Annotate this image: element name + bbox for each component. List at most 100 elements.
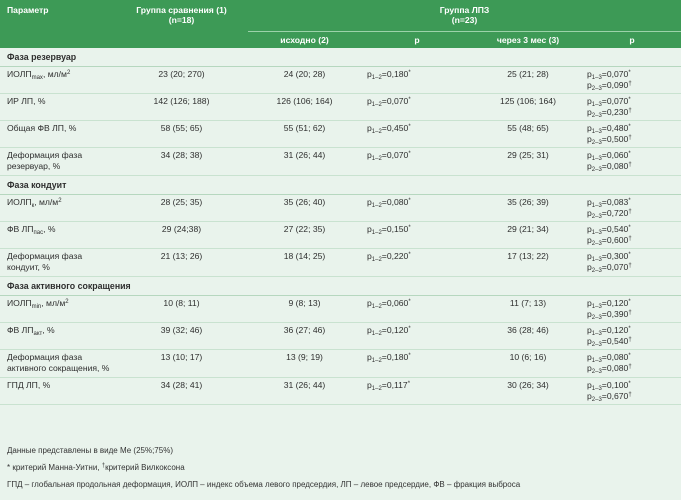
row-parameter-name: Деформация фаза кондуит, % [0,248,115,277]
header-p-after: p [583,31,681,48]
section-header-row: Фаза кондуит [0,175,681,195]
p-value-1-2: p1–2=0,070* [361,93,473,121]
p-1-3: p1–3=0,540* [587,224,631,236]
p-1-2: p1–2=0,120* [367,325,411,337]
row-parameter-name: ФВ ЛПпас, % [0,221,115,249]
table-row: ИР ЛП, % 142 (126; 188) 126 (106; 164) p1–2… [0,93,681,121]
row-parameter-name: ИР ЛП, % [0,93,115,121]
p-1-3: p1–3=0,120* [587,325,631,337]
p-values-after: p1–3=0,120* p2–3=0,390† [583,295,681,323]
value-compare-group: 21 (13; 26) [115,248,248,277]
p-value-1-2: p1–2=0,220* [361,248,473,277]
p-2-3: p2–3=0,080† [587,363,632,375]
value-after-3-months: 55 (48; 65) [473,120,583,148]
p-1-2: p1–2=0,070* [367,96,411,108]
value-compare-group: 10 (8; 11) [115,295,248,323]
row-parameter-name: ФВ ЛПакт, % [0,322,115,350]
note-criteria: * критерий Манна-Уитни, †критерий Вилкок… [7,463,185,472]
p-value-1-2: p1–2=0,117* [361,377,473,405]
p-1-3: p1–3=0,080* [587,352,631,364]
p-values-after: p1–3=0,080* p2–3=0,080† [583,349,681,378]
p-values-after: p1–3=0,540* p2–3=0,600† [583,221,681,249]
p-value-1-2: p1–2=0,180* [361,66,473,94]
header-compare-group: Группа сравнения (1) (n=18) [115,0,248,48]
row-parameter-name: Деформация фаза активного сокращения, % [0,349,115,378]
p-1-2: p1–2=0,450* [367,123,411,135]
value-after-3-months: 25 (21; 28) [473,66,583,94]
p-2-3: p2–3=0,720† [587,208,632,220]
table-row: Общая ФВ ЛП, % 58 (55; 65) 55 (51; 62) p1–2… [0,120,681,148]
value-compare-group: 34 (28; 41) [115,377,248,405]
value-compare-group: 142 (126; 188) [115,93,248,121]
table-notes: Данные представлены в виде Ме (25%;75%) … [7,442,520,493]
value-baseline: 31 (26; 44) [248,377,361,405]
table-row: Деформация фаза резервуар, % 34 (28; 38) 3… [0,147,681,176]
p-values-after: p1–3=0,070* p2–3=0,230† [583,93,681,121]
p-2-3: p2–3=0,670† [587,391,632,403]
p-values-after: p1–3=0,083* p2–3=0,720† [583,194,681,222]
p-values-after: p1–3=0,120* p2–3=0,540† [583,322,681,350]
p-value-1-2: p1–2=0,150* [361,221,473,249]
p-1-2: p1–2=0,220* [367,251,411,263]
p-2-3: p2–3=0,500† [587,134,632,146]
value-after-3-months: 11 (7; 13) [473,295,583,323]
row-parameter-name: ИОЛПmin, мл/м2 [0,295,115,323]
p-values-after: p1–3=0,480* p2–3=0,500† [583,120,681,148]
p-values-after: p1–3=0,070* p2–3=0,090† [583,66,681,94]
section-header-row: Фаза активного сокращения [0,276,681,296]
value-baseline: 13 (9; 19) [248,349,361,378]
value-after-3-months: 36 (28; 46) [473,322,583,350]
value-baseline: 31 (26; 44) [248,147,361,176]
section-title: Фаза активного сокращения [0,276,681,296]
p-values-after: p1–3=0,300* p2–3=0,070† [583,248,681,277]
p-values-after: p1–3=0,100* p2–3=0,670† [583,377,681,405]
p-1-2: p1–2=0,060* [367,298,411,310]
value-baseline: 36 (27; 46) [248,322,361,350]
value-after-3-months: 17 (13; 22) [473,248,583,277]
table-row: ИОЛПmin, мл/м2 10 (8; 11) 9 (8; 13) p1–2=0,… [0,295,681,323]
table-row: Деформация фаза активного сокращения, % 1… [0,349,681,378]
compare-group-label: Группа сравнения (1) [136,5,227,15]
p-1-3: p1–3=0,083* [587,197,631,209]
note-abbreviations: ГПД – глобальная продольная деформация, … [7,480,521,489]
table-row: ГПД ЛП, % 34 (28; 41) 31 (26; 44) p1–2=0,11… [0,377,681,405]
value-compare-group: 23 (20; 270) [115,66,248,94]
p-1-3: p1–3=0,070* [587,96,631,108]
p-value-1-2: p1–2=0,060* [361,295,473,323]
lpz-group-n: (n=23) [451,15,478,25]
p-1-3: p1–3=0,300* [587,251,631,263]
value-after-3-months: 30 (26; 34) [473,377,583,405]
p-value-1-2: p1–2=0,450* [361,120,473,148]
p-1-3: p1–3=0,480* [587,123,631,135]
p-2-3: p2–3=0,070† [587,262,632,274]
row-parameter-name: ИОЛПк, мл/м2 [0,194,115,222]
table-row: ИОЛПmax, мл/м2 23 (20; 270) 24 (20; 28) p1–… [0,66,681,94]
p-2-3: p2–3=0,230† [587,107,632,119]
p-2-3: p2–3=0,600† [587,235,632,247]
p-value-1-2: p1–2=0,070* [361,147,473,176]
p-1-3: p1–3=0,120* [587,298,631,310]
results-table: Параметр Группа сравнения (1) (n=18) Гру… [0,0,681,405]
value-baseline: 9 (8; 13) [248,295,361,323]
table-row: ФВ ЛПакт, % 39 (32; 46) 36 (27; 46) p1–2=0,… [0,322,681,350]
p-1-2: p1–2=0,070* [367,150,411,162]
table-row: Деформация фаза кондуит, % 21 (13; 26) 18 … [0,248,681,277]
value-compare-group: 13 (10; 17) [115,349,248,378]
value-compare-group: 39 (32; 46) [115,322,248,350]
value-after-3-months: 35 (26; 39) [473,194,583,222]
value-baseline: 55 (51; 62) [248,120,361,148]
value-after-3-months: 29 (25; 31) [473,147,583,176]
p-values-after: p1–3=0,060* p2–3=0,080† [583,147,681,176]
p-2-3: p2–3=0,090† [587,80,632,92]
header-parameter: Параметр [0,0,115,48]
p-value-1-2: p1–2=0,120* [361,322,473,350]
header-p-baseline: p [361,31,473,48]
p-value-1-2: p1–2=0,180* [361,349,473,378]
value-compare-group: 58 (55; 65) [115,120,248,148]
value-baseline: 24 (20; 28) [248,66,361,94]
p-1-3: p1–3=0,070* [587,69,631,81]
p-1-2: p1–2=0,080* [367,197,411,209]
value-after-3-months: 125 (106; 164) [473,93,583,121]
value-baseline: 35 (26; 40) [248,194,361,222]
